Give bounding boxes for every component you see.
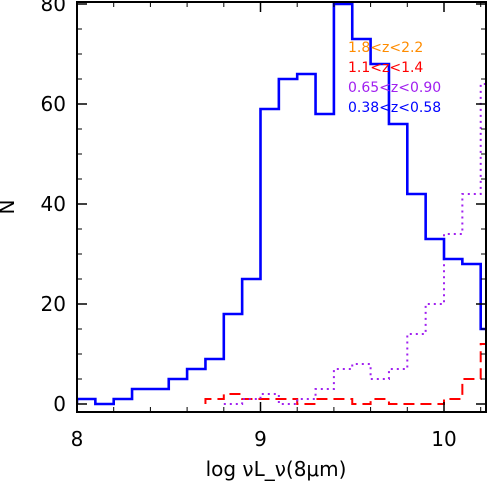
legend-entry-3: 0.38<z<0.58	[348, 100, 441, 116]
x-tick-label: 10	[431, 427, 456, 451]
x-axis-title: log νL_ν(8μm)	[206, 457, 347, 481]
y-tick-label: 0	[53, 392, 66, 416]
x-tick-label: 9	[254, 427, 267, 451]
ticks-layer	[76, 2, 486, 412]
y-tick-label: 60	[41, 92, 66, 116]
x-tick-label: 8	[71, 427, 84, 451]
tick-labels: 89101112020406080	[41, 0, 457, 451]
plot-frame	[76, 1, 487, 413]
legend: 1.8<z<2.2 1.1<z<1.4 0.65<z<0.90 0.38<z<0.58	[348, 40, 441, 116]
legend-entry-1: 1.1<z<1.4	[348, 60, 423, 76]
y-tick-label: 40	[41, 192, 66, 216]
y-tick-label: 80	[41, 0, 66, 16]
legend-entry-0: 1.8<z<2.2	[348, 40, 423, 56]
series-3-histogram-line	[77, 2, 486, 406]
series-layer	[77, 2, 486, 406]
y-axis-title: N	[0, 200, 19, 215]
series-2-histogram-line	[223, 83, 486, 405]
series-1-histogram-line	[204, 343, 486, 405]
legend-entry-2: 0.65<z<0.90	[348, 80, 441, 96]
y-tick-label: 20	[41, 292, 66, 316]
